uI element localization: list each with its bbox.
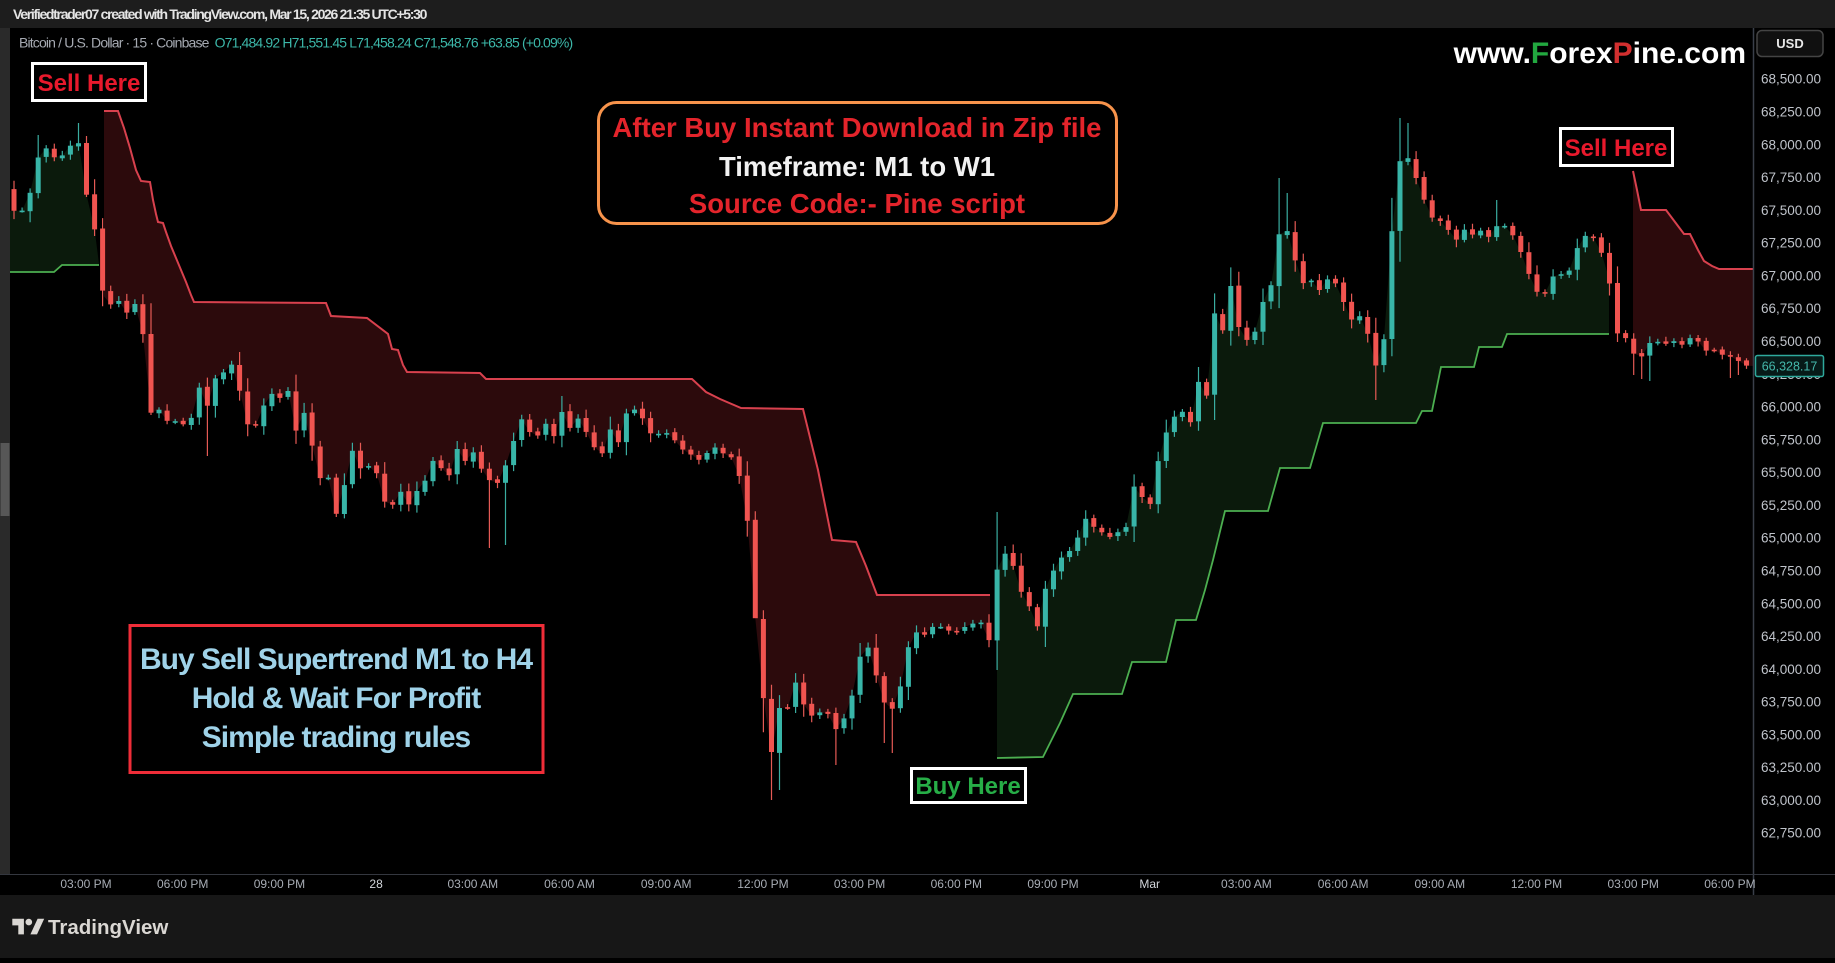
svg-text:09:00 AM: 09:00 AM xyxy=(1414,877,1465,891)
svg-text:09:00 AM: 09:00 AM xyxy=(641,877,692,891)
svg-text:Timeframe: M1 to W1: Timeframe: M1 to W1 xyxy=(719,151,995,182)
svg-text:03:00 AM: 03:00 AM xyxy=(1221,877,1272,891)
svg-text:Sell Here: Sell Here xyxy=(1565,135,1668,162)
svg-text:66,500.00: 66,500.00 xyxy=(1761,334,1821,349)
svg-text:Buy Here: Buy Here xyxy=(915,773,1020,800)
svg-text:03:00 PM: 03:00 PM xyxy=(834,877,885,891)
svg-text:68,000.00: 68,000.00 xyxy=(1761,137,1821,152)
svg-text:www.ForexPine.com: www.ForexPine.com xyxy=(1453,37,1746,70)
svg-text:Mar: Mar xyxy=(1139,877,1160,891)
svg-text:63,000.00: 63,000.00 xyxy=(1761,793,1821,808)
svg-text:67,250.00: 67,250.00 xyxy=(1761,236,1821,251)
svg-text:03:00 AM: 03:00 AM xyxy=(447,877,498,891)
svg-text:06:00 AM: 06:00 AM xyxy=(544,877,595,891)
svg-text:65,000.00: 65,000.00 xyxy=(1761,531,1821,546)
svg-text:67,750.00: 67,750.00 xyxy=(1761,170,1821,185)
svg-text:62,750.00: 62,750.00 xyxy=(1761,826,1821,841)
svg-text:06:00 PM: 06:00 PM xyxy=(157,877,208,891)
svg-text:66,750.00: 66,750.00 xyxy=(1761,301,1821,316)
svg-text:06:00 AM: 06:00 AM xyxy=(1318,877,1369,891)
svg-text:Simple trading rules: Simple trading rules xyxy=(202,721,471,754)
svg-text:USD: USD xyxy=(1776,36,1803,51)
svg-text:64,000.00: 64,000.00 xyxy=(1761,662,1821,677)
svg-text:After Buy Instant Download in: After Buy Instant Download in Zip file xyxy=(613,112,1102,143)
svg-text:Sell Here: Sell Here xyxy=(38,70,141,97)
svg-text:09:00 PM: 09:00 PM xyxy=(254,877,305,891)
svg-text:67,000.00: 67,000.00 xyxy=(1761,268,1821,283)
svg-text:Source Code:- Pine script: Source Code:- Pine script xyxy=(689,188,1025,219)
svg-text:68,500.00: 68,500.00 xyxy=(1761,72,1821,87)
svg-text:09:00 PM: 09:00 PM xyxy=(1027,877,1078,891)
svg-text:64,250.00: 64,250.00 xyxy=(1761,629,1821,644)
svg-text:28: 28 xyxy=(369,877,383,891)
svg-text:64,500.00: 64,500.00 xyxy=(1761,596,1821,611)
svg-text:66,000.00: 66,000.00 xyxy=(1761,400,1821,415)
svg-text:63,500.00: 63,500.00 xyxy=(1761,727,1821,742)
svg-text:63,750.00: 63,750.00 xyxy=(1761,695,1821,710)
svg-text:65,750.00: 65,750.00 xyxy=(1761,432,1821,447)
svg-text:TradingView: TradingView xyxy=(48,916,168,939)
svg-text:65,250.00: 65,250.00 xyxy=(1761,498,1821,513)
svg-text:06:00 PM: 06:00 PM xyxy=(931,877,982,891)
svg-text:12:00 PM: 12:00 PM xyxy=(1511,877,1562,891)
svg-text:63,250.00: 63,250.00 xyxy=(1761,760,1821,775)
svg-text:Buy Sell Supertrend M1 to H4: Buy Sell Supertrend M1 to H4 xyxy=(140,643,533,676)
svg-text:68,250.00: 68,250.00 xyxy=(1761,105,1821,120)
svg-text:65,500.00: 65,500.00 xyxy=(1761,465,1821,480)
svg-text:12:00 PM: 12:00 PM xyxy=(737,877,788,891)
svg-text:06:00 PM: 06:00 PM xyxy=(1704,877,1755,891)
svg-text:64,750.00: 64,750.00 xyxy=(1761,564,1821,579)
svg-text:Verifiedtrader07 created with: Verifiedtrader07 created with TradingVie… xyxy=(13,6,428,22)
svg-text:67,500.00: 67,500.00 xyxy=(1761,203,1821,218)
svg-text:Hold & Wait For Profit: Hold & Wait For Profit xyxy=(192,682,482,715)
svg-text:03:00 PM: 03:00 PM xyxy=(1608,877,1659,891)
svg-text:66,328.17: 66,328.17 xyxy=(1762,360,1818,374)
svg-text:Bitcoin / U.S. Dollar · 15 · C: Bitcoin / U.S. Dollar · 15 · Coinbase O7… xyxy=(19,35,573,51)
svg-text:03:00 PM: 03:00 PM xyxy=(60,877,111,891)
